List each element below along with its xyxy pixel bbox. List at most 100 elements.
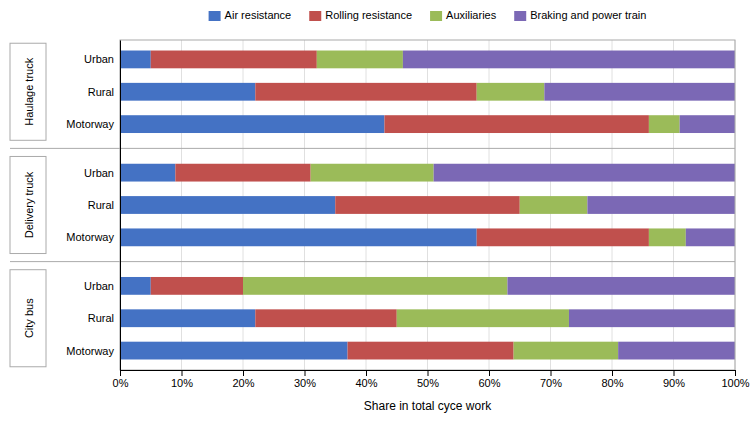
grid: [120, 40, 735, 370]
bar: [544, 83, 735, 101]
tick-mark: [489, 370, 490, 376]
tick: 70%: [540, 370, 562, 389]
tick: Rural: [88, 86, 114, 98]
tick-label: 10%: [171, 377, 193, 389]
tick-mark: [305, 370, 306, 376]
legend-item: Braking and power train: [514, 9, 646, 21]
tick-label: Motorway: [66, 231, 114, 243]
tick: 80%: [601, 370, 623, 389]
bar: [175, 164, 310, 182]
legend-swatch: [309, 11, 321, 21]
legend-swatch: [430, 11, 442, 21]
tick-mark: [674, 370, 675, 376]
tick-mark: [366, 370, 367, 376]
group-label: City bus: [23, 298, 35, 338]
tick-label: Urban: [84, 167, 114, 179]
bar: [569, 309, 735, 327]
tick: Motorway: [66, 345, 114, 357]
axis-line: [120, 41, 121, 371]
tick-label: Urban: [84, 280, 114, 292]
bar: [618, 342, 735, 360]
tick-mark: [428, 370, 429, 376]
bar: [477, 228, 649, 246]
bar: [514, 342, 619, 360]
bars: [120, 51, 735, 360]
tick: 90%: [663, 370, 685, 389]
bar: [477, 83, 545, 101]
group-separators: [10, 148, 735, 261]
bar: [311, 164, 434, 182]
x-axis-title: Share in total cyce work: [364, 399, 492, 413]
tick-label: Rural: [88, 312, 114, 324]
x-axis: 0% 10% 20% 30% 40% 50% 60% 70% 80% 90% 100%: [113, 370, 750, 389]
tick-label: Rural: [88, 86, 114, 98]
bar: [120, 228, 477, 246]
tick-label: 20%: [232, 377, 254, 389]
tick-label: 100%: [721, 377, 749, 389]
tick: Urban: [84, 53, 114, 65]
bar: [243, 277, 507, 295]
bar: [335, 196, 520, 214]
tick: 50%: [417, 370, 439, 389]
group-label: Haulage truck: [23, 57, 35, 125]
tick-label: Urban: [84, 53, 114, 65]
bar: [317, 51, 403, 69]
tick-label: Motorway: [66, 345, 114, 357]
group-box: [10, 270, 46, 367]
bar: [587, 196, 735, 214]
bar: [120, 115, 384, 133]
group-label: Delivery truck: [23, 171, 35, 238]
tick: 30%: [294, 370, 316, 389]
legend-swatch: [209, 11, 221, 21]
tick-mark: [243, 370, 244, 376]
bar: [120, 196, 335, 214]
bar: [120, 342, 348, 360]
bar: [120, 83, 255, 101]
y-axis: Urban Rural Motorway Urban Rural Motorway Urba…: [66, 41, 120, 371]
tick-label: Motorway: [66, 118, 114, 130]
bar: [151, 51, 317, 69]
tick-label: 80%: [601, 377, 623, 389]
bar: [120, 51, 151, 69]
tick: Urban: [84, 280, 114, 292]
bar: [507, 277, 735, 295]
axis-line: [121, 371, 736, 377]
bar: [649, 228, 686, 246]
bar: [649, 115, 680, 133]
tick-mark: [182, 370, 183, 376]
bar: [151, 277, 243, 295]
tick: Motorway: [66, 231, 114, 243]
legend-label: Rolling resistance: [325, 9, 412, 21]
legend-swatch: [514, 11, 526, 21]
tick-mark: [120, 370, 121, 376]
bar: [255, 309, 396, 327]
legend-item: Air resistance: [209, 9, 292, 21]
chart: Haulage truck Delivery truck City bus 0% 10%…: [0, 0, 755, 422]
tick-label: 50%: [417, 377, 439, 389]
bar: [348, 342, 514, 360]
tick-label: 40%: [355, 377, 377, 389]
bar: [120, 309, 255, 327]
bar: [384, 115, 648, 133]
bar: [520, 196, 588, 214]
legend-label: Auxiliaries: [446, 9, 497, 21]
series: [403, 51, 735, 360]
tick: 20%: [232, 370, 254, 389]
tick-mark: [735, 370, 736, 376]
tick: 0%: [113, 370, 129, 389]
legend-item: Auxiliaries: [430, 9, 497, 21]
tick-label: 60%: [478, 377, 500, 389]
legend-item: Rolling resistance: [309, 9, 412, 21]
legend-label: Air resistance: [225, 9, 292, 21]
tick: 10%: [171, 370, 193, 389]
group-separator: [10, 261, 735, 262]
bar: [120, 277, 151, 295]
legend: Air resistance Rolling resistance Auxiliar…: [209, 9, 647, 21]
tick: Rural: [88, 199, 114, 211]
tick: Urban: [84, 167, 114, 179]
tick: 100%: [721, 370, 749, 389]
tick-label: Rural: [88, 199, 114, 211]
bar: [403, 51, 735, 69]
tick: 60%: [478, 370, 500, 389]
legend-label: Braking and power train: [530, 9, 646, 21]
